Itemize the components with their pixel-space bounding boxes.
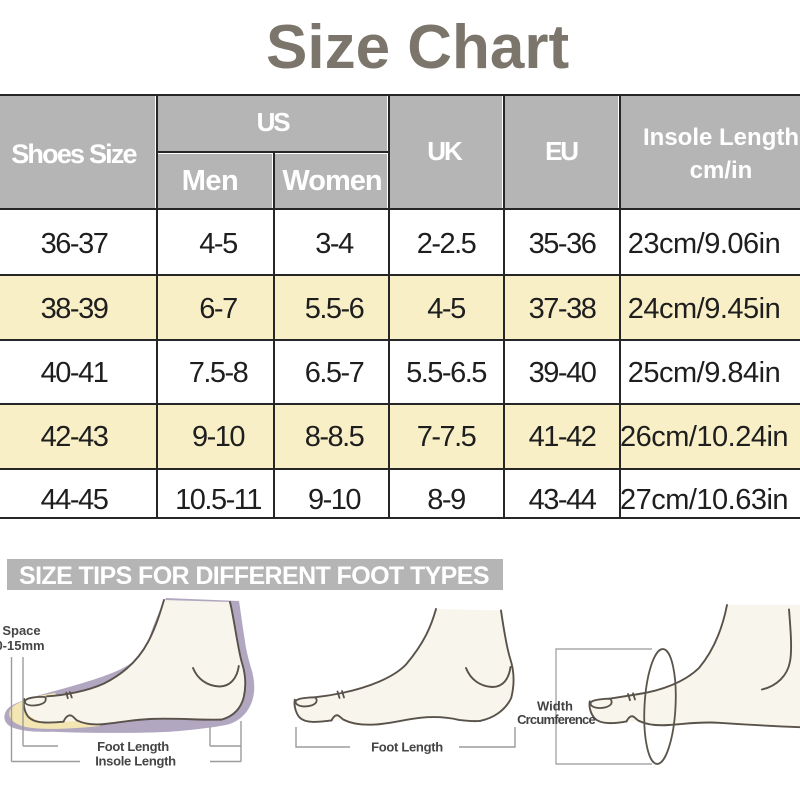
svg-text:0-15mm: 0-15mm	[0, 638, 45, 653]
svg-text:Width: Width	[537, 699, 573, 714]
svg-text:Foot Length: Foot Length	[97, 739, 169, 754]
svg-text:Foot Length: Foot Length	[371, 740, 443, 755]
svg-text:Crcumference: Crcumference	[517, 712, 595, 727]
svg-text:Space: Space	[2, 623, 40, 638]
svg-text:Insole Length: Insole Length	[95, 754, 176, 769]
